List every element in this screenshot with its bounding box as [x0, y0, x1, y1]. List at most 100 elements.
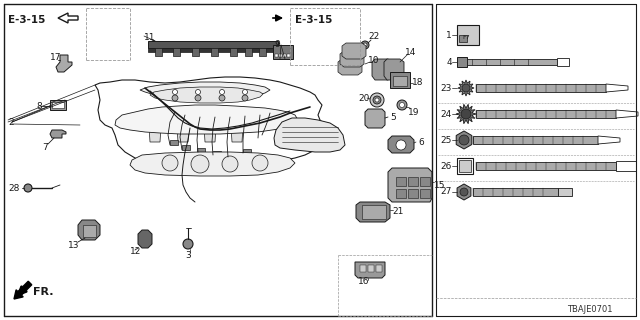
Circle shape: [363, 43, 367, 47]
Text: 5: 5: [390, 113, 396, 122]
Bar: [213, 151, 221, 156]
Text: E-3-15: E-3-15: [8, 15, 45, 25]
Polygon shape: [457, 184, 471, 200]
Bar: [368, 265, 374, 272]
Bar: [192, 48, 199, 56]
Polygon shape: [202, 120, 218, 142]
Circle shape: [183, 239, 193, 249]
Circle shape: [24, 184, 32, 192]
Bar: [243, 149, 251, 154]
Bar: [360, 265, 366, 272]
Text: 1: 1: [446, 30, 452, 39]
Text: 10: 10: [368, 55, 380, 65]
Bar: [616, 161, 636, 171]
Polygon shape: [50, 130, 66, 138]
Bar: [173, 48, 180, 56]
Bar: [279, 54, 282, 57]
Circle shape: [195, 90, 200, 94]
Polygon shape: [150, 87, 263, 103]
Text: 8: 8: [36, 101, 42, 110]
Polygon shape: [115, 105, 298, 134]
Text: 6: 6: [418, 138, 424, 147]
Bar: [50, 100, 66, 110]
Text: 11: 11: [144, 33, 156, 42]
Bar: [390, 72, 410, 88]
Circle shape: [459, 135, 469, 145]
Text: 9: 9: [274, 39, 280, 49]
Bar: [457, 57, 467, 67]
Circle shape: [191, 155, 209, 173]
Bar: [393, 76, 407, 86]
Polygon shape: [274, 118, 345, 152]
Bar: [557, 58, 569, 66]
Polygon shape: [340, 51, 364, 67]
Circle shape: [462, 84, 470, 92]
Text: 17: 17: [50, 52, 61, 61]
Bar: [420, 189, 430, 198]
Bar: [459, 160, 471, 172]
Polygon shape: [372, 59, 392, 80]
Circle shape: [243, 90, 248, 94]
Circle shape: [396, 140, 406, 150]
Circle shape: [195, 95, 201, 101]
Bar: [476, 162, 616, 170]
Circle shape: [370, 93, 384, 107]
Text: 4: 4: [446, 58, 452, 67]
Text: TBAJE0701: TBAJE0701: [567, 306, 612, 315]
Polygon shape: [338, 59, 362, 75]
Bar: [362, 205, 386, 219]
Bar: [211, 48, 218, 56]
Text: 19: 19: [408, 108, 419, 116]
Polygon shape: [95, 77, 328, 173]
Bar: [473, 188, 558, 196]
Text: 15: 15: [434, 180, 445, 189]
Bar: [197, 148, 205, 153]
Polygon shape: [388, 168, 432, 202]
Circle shape: [375, 98, 379, 102]
Polygon shape: [355, 262, 385, 278]
Polygon shape: [56, 55, 72, 72]
Polygon shape: [356, 202, 390, 222]
Text: 2: 2: [8, 117, 13, 126]
Bar: [396, 189, 406, 198]
Polygon shape: [140, 82, 270, 99]
Circle shape: [219, 95, 225, 101]
Polygon shape: [384, 59, 404, 80]
Circle shape: [252, 155, 268, 171]
Circle shape: [399, 102, 404, 108]
Bar: [283, 54, 286, 57]
Circle shape: [162, 155, 178, 171]
Bar: [408, 189, 418, 198]
Bar: [230, 48, 237, 56]
Polygon shape: [147, 120, 163, 142]
Polygon shape: [458, 80, 474, 96]
Bar: [273, 45, 293, 59]
Text: 26: 26: [440, 162, 452, 171]
Circle shape: [397, 100, 407, 110]
Bar: [558, 188, 572, 196]
Circle shape: [172, 95, 178, 101]
Polygon shape: [606, 84, 628, 92]
Text: 13: 13: [68, 242, 79, 251]
Polygon shape: [388, 136, 414, 153]
Text: 25: 25: [440, 135, 452, 145]
Text: E-3-15: E-3-15: [295, 15, 332, 25]
Polygon shape: [138, 230, 152, 248]
Circle shape: [220, 90, 225, 94]
Circle shape: [242, 95, 248, 101]
Text: 14: 14: [405, 47, 417, 57]
Polygon shape: [616, 110, 638, 118]
Bar: [83, 225, 96, 237]
Circle shape: [461, 109, 471, 119]
Bar: [155, 48, 162, 56]
Text: 23: 23: [440, 84, 452, 92]
Text: 18: 18: [412, 77, 424, 86]
Circle shape: [361, 41, 369, 49]
Polygon shape: [598, 136, 620, 144]
Text: 22: 22: [368, 31, 380, 41]
Polygon shape: [342, 43, 366, 59]
Text: 7: 7: [42, 142, 48, 151]
Text: F7: F7: [462, 35, 470, 39]
Bar: [170, 140, 178, 145]
Bar: [228, 153, 236, 158]
